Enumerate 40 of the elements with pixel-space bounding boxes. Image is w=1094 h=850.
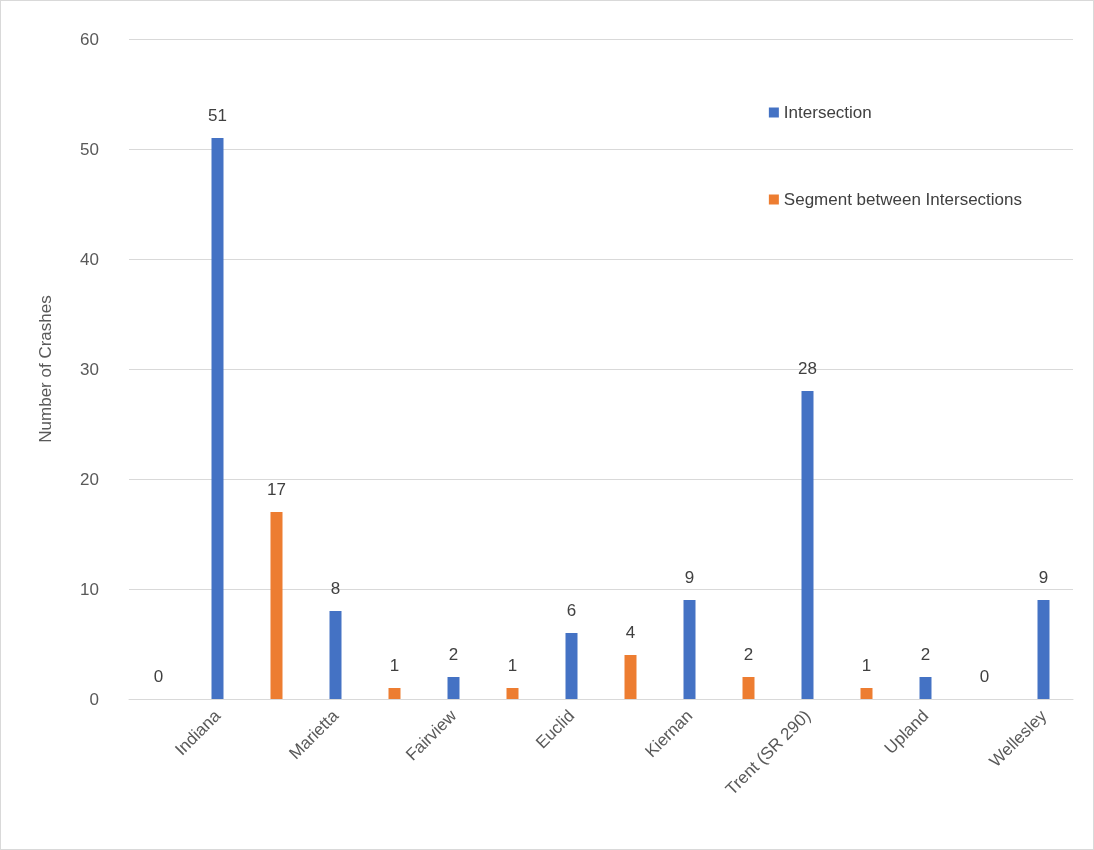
data-label: 6 <box>566 601 577 620</box>
data-label: 4 <box>625 623 636 642</box>
data-label: 1 <box>389 656 400 675</box>
y-tick-label: 0 <box>89 689 99 709</box>
y-tick-label: 30 <box>80 359 99 379</box>
legend-label: Intersection <box>783 103 872 122</box>
bar <box>388 688 401 699</box>
bar <box>1037 600 1050 699</box>
bar <box>683 600 696 699</box>
legend-label: Segment between Intersections <box>783 190 1023 209</box>
y-tick-label: 10 <box>80 579 99 599</box>
y-tick-label: 50 <box>80 139 99 159</box>
data-label: 2 <box>920 645 931 664</box>
bar <box>624 655 637 699</box>
y-axis-title: Number of Crashes <box>36 295 55 443</box>
data-label: 9 <box>684 568 695 587</box>
bar <box>860 688 873 699</box>
data-label: 17 <box>267 480 286 499</box>
data-label: 2 <box>743 645 754 664</box>
data-label: 2 <box>448 645 459 664</box>
bar <box>565 633 578 699</box>
y-tick-label: 60 <box>80 29 99 49</box>
data-label: 9 <box>1038 568 1049 587</box>
bar <box>270 512 283 699</box>
bar <box>211 138 224 699</box>
bar <box>919 677 932 699</box>
data-label: 28 <box>798 359 817 378</box>
bar <box>801 391 814 699</box>
data-label: 1 <box>861 656 872 675</box>
data-label: 1 <box>507 656 518 675</box>
data-label: 51 <box>208 106 227 125</box>
data-label: 0 <box>979 667 990 686</box>
data-label: 0 <box>153 667 164 686</box>
bar <box>742 677 755 699</box>
bar <box>329 611 342 699</box>
y-tick-label: 20 <box>80 469 99 489</box>
bar <box>506 688 519 699</box>
y-tick-label: 40 <box>80 249 99 269</box>
bar <box>447 677 460 699</box>
data-label: 8 <box>330 579 341 598</box>
